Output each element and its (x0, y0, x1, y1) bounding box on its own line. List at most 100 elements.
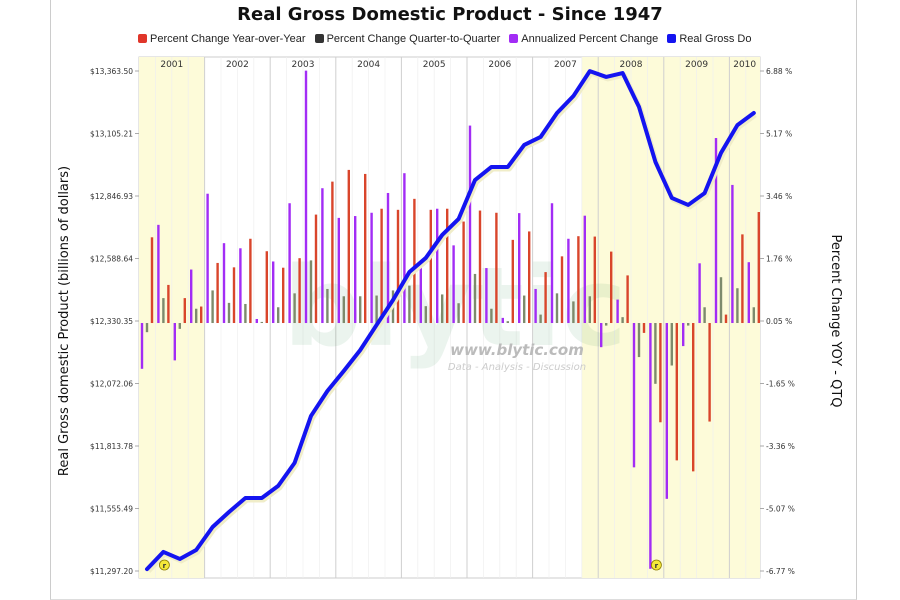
year-label: 2003 (292, 60, 315, 70)
bar-percent-change-year-over-year-2010Q1 (741, 234, 744, 324)
bar-percent-change-quarter-to-quarter-2002Q2 (227, 302, 231, 324)
gdp-point-2001Q3 (178, 557, 182, 561)
gdp-point-2010Q1 (735, 123, 739, 127)
year-label: 2001 (160, 60, 183, 70)
left-tick-label: $11,813.78 (90, 442, 133, 451)
bar-percent-change-year-over-year-2008Q2 (626, 275, 629, 324)
bar-percent-change-quarter-to-quarter-2008Q2 (621, 317, 624, 324)
gdp-point-2004Q2 (358, 348, 362, 352)
gdp-point-2009Q2 (686, 203, 690, 207)
bar-percent-change-year-over-year-2001Q3 (183, 298, 186, 324)
legend-label: Percent Change Year-over-Year (150, 33, 306, 45)
bar-percent-change-quarter-to-quarter-2002Q1 (211, 290, 214, 324)
bar-percent-change-quarter-to-quarter-2010Q2 (752, 307, 755, 324)
bar-percent-change-year-over-year-2005Q3 (446, 208, 449, 324)
legend-swatch-red (138, 34, 147, 43)
bar-percent-change-year-over-year-2002Q3 (249, 238, 252, 324)
gdp-point-2008Q1 (604, 75, 608, 79)
bar-percent-change-year-over-year-2004Q2 (364, 173, 367, 324)
legend-item-qtq[interactable]: Percent Change Quarter-to-Quarter (314, 33, 501, 45)
bar-percent-change-year-over-year-2007Q2 (560, 256, 564, 324)
legend-item-gdp[interactable]: Real Gross Do (667, 33, 751, 45)
gdp-point-2009Q1 (670, 196, 674, 200)
bar-percent-change-year-over-year-2003Q4 (331, 181, 334, 324)
gdp-point-2005Q2 (424, 256, 428, 260)
chart-title: Real Gross Domestic Product - Since 1947 (237, 4, 663, 25)
gdp-point-2007Q3 (571, 94, 575, 98)
bar-annualized-percent-change-2010Q1 (731, 184, 734, 324)
bar-annualized-percent-change-2005Q1 (403, 173, 406, 324)
right-tick-label: 5.17 % (766, 130, 792, 139)
bar-annualized-percent-change-2004Q4 (386, 192, 390, 324)
bar-percent-change-quarter-to-quarter-2003Q4 (326, 288, 329, 324)
bar-annualized-percent-change-2010Q2 (747, 262, 750, 324)
gdp-point-2007Q1 (539, 135, 543, 139)
bar-percent-change-year-over-year-2009Q4 (724, 314, 728, 324)
left-axis-title: Real Gross domestic Product (billions of… (57, 166, 72, 476)
legend-label: Real Gross Do (679, 33, 752, 45)
gdp-point-2001Q4 (194, 548, 198, 552)
bar-percent-change-year-over-year-2003Q3 (314, 214, 318, 324)
legend-swatch-blue (667, 34, 677, 43)
gdp-point-2007Q4 (588, 69, 592, 73)
gdp-point-2010Q2 (752, 111, 756, 115)
bar-annualized-percent-change-2001Q4 (190, 269, 193, 324)
annotation-marker-icon (651, 559, 662, 571)
bar-annualized-percent-change-2006Q4 (518, 213, 521, 324)
bar-percent-change-quarter-to-quarter-2003Q2 (293, 293, 296, 324)
right-tick-label: -3.36 % (766, 442, 795, 451)
bar-percent-change-quarter-to-quarter-2002Q3 (244, 303, 247, 324)
legend-item-yoy[interactable]: Percent Change Year-over-Year (138, 33, 306, 45)
bar-percent-change-quarter-to-quarter-2004Q3 (375, 295, 378, 324)
bar-annualized-percent-change-2009Q4 (714, 138, 718, 324)
bar-annualized-percent-change-2001Q1 (140, 323, 144, 369)
bar-annualized-percent-change-2005Q4 (452, 245, 455, 324)
year-label: 2007 (554, 60, 577, 70)
bar-percent-change-year-over-year-2008Q1 (610, 251, 613, 324)
right-tick-label: -6.77 % (766, 567, 795, 576)
gdp-point-2004Q1 (342, 369, 346, 373)
bar-annualized-percent-change-2003Q2 (288, 203, 291, 324)
annotation-label: r (163, 562, 167, 570)
bar-annualized-percent-change-2008Q1 (600, 323, 603, 348)
bar-percent-change-quarter-to-quarter-2005Q3 (441, 294, 444, 324)
gdp-point-2005Q1 (407, 270, 411, 274)
bar-percent-change-quarter-to-quarter-2007Q2 (555, 293, 559, 324)
bar-percent-change-quarter-to-quarter-2002Q4 (260, 321, 263, 324)
bar-annualized-percent-change-2008Q3 (632, 323, 636, 468)
gdp-point-2002Q4 (260, 496, 264, 500)
bar-annualized-percent-change-2001Q2 (157, 224, 160, 324)
left-tick-label: $11,297.20 (90, 567, 133, 576)
bar-percent-change-year-over-year-2006Q3 (511, 239, 514, 324)
gdp-point-2006Q4 (522, 143, 526, 147)
year-label: 2005 (423, 60, 446, 70)
bar-percent-change-year-over-year-2002Q1 (216, 262, 219, 324)
legend-item-annualized[interactable]: Annualized Percent Change (509, 33, 658, 45)
bar-percent-change-quarter-to-quarter-2009Q3 (703, 307, 706, 324)
legend-swatch-purple (509, 34, 519, 43)
annotation-marker-icon (158, 559, 170, 571)
gdp-point-2008Q3 (637, 105, 641, 109)
right-tick-label: -5.07 % (766, 505, 795, 514)
gdp-point-2008Q2 (621, 71, 625, 75)
bar-annualized-percent-change-2002Q3 (239, 248, 242, 324)
bar-percent-change-quarter-to-quarter-2005Q2 (424, 306, 427, 324)
left-tick-label: $12,072.06 (90, 380, 133, 389)
bar-percent-change-quarter-to-quarter-2006Q4 (523, 295, 526, 324)
watermark-url: www.blytic.com (450, 341, 584, 359)
bar-percent-change-quarter-to-quarter-2006Q3 (506, 321, 509, 324)
bar-percent-change-quarter-to-quarter-2008Q4 (654, 323, 657, 384)
bar-annualized-percent-change-2007Q3 (567, 238, 570, 324)
bar-percent-change-quarter-to-quarter-2009Q1 (670, 323, 673, 366)
bar-percent-change-year-over-year-2006Q1 (478, 210, 482, 324)
left-tick-label: $12,330.35 (90, 317, 133, 326)
bar-percent-change-quarter-to-quarter-2009Q4 (719, 277, 723, 324)
bar-percent-change-year-over-year-2009Q3 (708, 323, 711, 422)
bar-percent-change-year-over-year-2001Q1 (150, 237, 154, 324)
year-label: 2006 (488, 60, 511, 70)
bar-percent-change-quarter-to-quarter-2004Q2 (359, 296, 362, 324)
bar-percent-change-year-over-year-2007Q1 (544, 272, 547, 324)
legend-swatch-black (314, 34, 324, 43)
legend-label: Percent Change Quarter-to-Quarter (326, 33, 501, 45)
